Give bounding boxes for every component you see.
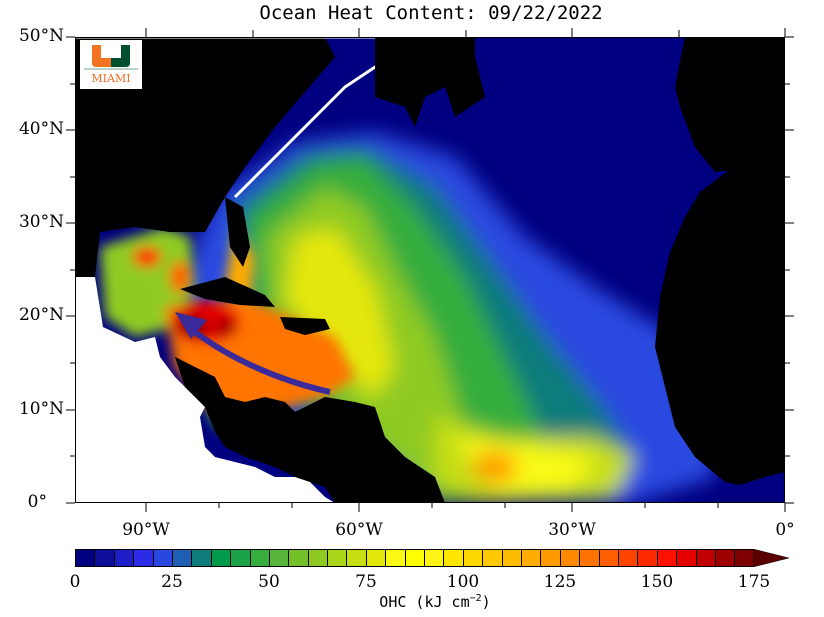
colorbar-bin — [424, 549, 444, 567]
colorbar — [75, 549, 754, 567]
colorbar-tick-0: 0 — [69, 572, 81, 592]
colorbar-label-close: ) — [481, 593, 491, 611]
colorbar-bin — [443, 549, 463, 567]
colorbar-bin — [462, 549, 483, 567]
x-tick-0: 0° — [775, 520, 795, 540]
colorbar-tick-100: 100 — [446, 572, 480, 592]
u-logo-icon — [92, 45, 130, 67]
colorbar-bin — [171, 549, 192, 567]
colorbar-bin — [617, 549, 638, 567]
colorbar-tick-125: 125 — [543, 572, 577, 592]
university-of-miami-logo: MIAMI — [80, 40, 142, 89]
colorbar-bin — [268, 549, 289, 567]
colorbar-bin — [230, 549, 250, 567]
colorbar-bin — [676, 549, 696, 567]
colorbar-bin — [559, 549, 580, 567]
colorbar-bin — [734, 549, 754, 567]
colorbar-tick-150: 150 — [640, 572, 674, 592]
storm-track-arrow — [193, 329, 331, 395]
colorbar-tick-175: 175 — [737, 572, 771, 592]
colorbar-bin — [133, 549, 153, 567]
colorbar-label-exponent: −2 — [469, 593, 482, 604]
y-tick-40n: 40°N — [18, 119, 64, 139]
colorbar-bin — [113, 549, 134, 567]
colorbar-tick-50: 50 — [258, 572, 280, 592]
y-tick-20n: 20°N — [18, 305, 64, 325]
colorbar-bin — [385, 549, 405, 567]
colorbar-bin — [579, 549, 599, 567]
colorbar-bin — [152, 549, 172, 567]
colorbar-bin — [365, 549, 386, 567]
colorbar-bin — [404, 549, 425, 567]
colorbar-bin — [288, 549, 308, 567]
y-tick-10n: 10°N — [18, 399, 64, 419]
colorbar-bin — [501, 549, 521, 567]
colorbar-bin — [714, 549, 735, 567]
colorbar-bin — [75, 549, 95, 567]
logo-divider — [84, 68, 138, 70]
heatmap-field — [75, 37, 785, 503]
y-tick-30n: 30°N — [18, 212, 64, 232]
logo-text: MIAMI — [91, 72, 131, 85]
colorbar-extend-arrow — [753, 549, 789, 567]
colorbar-bin — [327, 549, 347, 567]
colorbar-bin — [520, 549, 541, 567]
colorbar-bin — [695, 549, 715, 567]
colorbar-label: OHC (kJ cm−2) — [300, 593, 570, 611]
colorbar-bin — [191, 549, 211, 567]
storm-track-arrowhead — [175, 312, 207, 339]
colorbar-bin — [307, 549, 328, 567]
colorbar-bin — [210, 549, 231, 567]
y-tick-50n: 50°N — [18, 26, 64, 46]
chart-title: Ocean Heat Content: 09/22/2022 — [259, 2, 603, 24]
y-tick-0: 0° — [27, 492, 47, 512]
colorbar-tick-25: 25 — [161, 572, 183, 592]
colorbar-bin — [598, 549, 618, 567]
colorbar-tick-75: 75 — [355, 572, 377, 592]
ohc-heatmap — [75, 37, 785, 503]
colorbar-bin — [637, 549, 657, 567]
colorbar-bin — [540, 549, 560, 567]
colorbar-bin — [249, 549, 269, 567]
colorbar-bin — [94, 549, 114, 567]
x-tick-30w: 30°W — [548, 520, 596, 540]
colorbar-label-text: OHC (kJ cm — [379, 593, 470, 611]
x-tick-60w: 60°W — [335, 520, 383, 540]
x-tick-90w: 90°W — [122, 520, 170, 540]
colorbar-bin — [482, 549, 502, 567]
colorbar-bin — [346, 549, 366, 567]
colorbar-bin — [656, 549, 677, 567]
